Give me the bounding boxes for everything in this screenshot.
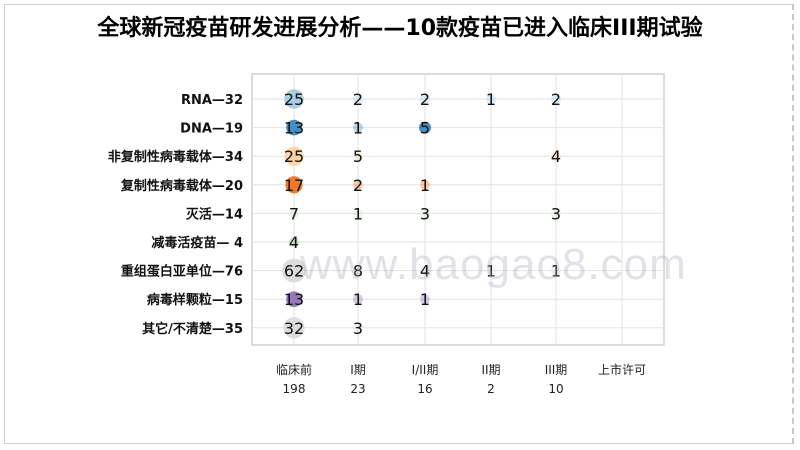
data-label: 3	[420, 204, 430, 223]
data-point	[289, 237, 299, 247]
data-point	[420, 294, 430, 305]
data-point	[486, 265, 496, 276]
page-title: 全球新冠疫苗研发进展分析——10款疫苗已进入临床III期试验	[97, 16, 703, 41]
data-bubble	[418, 121, 432, 134]
y-tick-label: 复制性病毒载体—20	[120, 178, 243, 194]
data-point	[551, 208, 561, 219]
x-tick-label: I期	[350, 363, 366, 377]
data-point	[353, 94, 363, 104]
data-point	[551, 151, 561, 162]
data-point	[420, 94, 430, 104]
data-label: 2	[551, 90, 561, 109]
data-bubble	[284, 146, 304, 166]
data-point	[353, 179, 363, 190]
data-label: 1	[420, 290, 430, 309]
y-tick-label: 非复制性病毒载体—34	[108, 149, 243, 165]
data-point	[353, 294, 363, 305]
data-label: 7	[289, 204, 299, 223]
data-label: 4	[289, 233, 299, 252]
data-bubble	[285, 176, 303, 194]
data-bubble	[286, 291, 302, 308]
data-label: 5	[420, 119, 430, 138]
data-label: 25	[284, 90, 304, 109]
y-tick-label: 其它/不清楚—35	[142, 321, 243, 337]
data-point	[353, 322, 363, 333]
data-label: 2	[353, 176, 363, 195]
data-bubble	[286, 119, 302, 136]
y-tick-label: RNA—32	[181, 93, 243, 108]
data-label: 32	[284, 319, 304, 338]
data-label: 13	[284, 119, 304, 138]
data-label: 1	[353, 290, 363, 309]
slide-frame	[4, 4, 794, 444]
data-point	[353, 122, 363, 133]
data-label: 17	[284, 176, 304, 195]
data-label: 25	[284, 147, 304, 166]
data-label: 62	[284, 262, 304, 281]
data-label: 4	[551, 147, 561, 166]
data-label: 5	[353, 147, 363, 166]
x-tick-label: I/II期	[412, 363, 439, 377]
plot-area	[251, 73, 665, 346]
data-label: 3	[353, 319, 363, 338]
data-label: 3	[551, 204, 561, 223]
data-point	[353, 208, 363, 219]
data-bubble	[282, 258, 306, 283]
x-tick-label: 临床前	[276, 362, 312, 377]
data-point	[353, 265, 363, 276]
y-tick-label: 灭活—14	[185, 206, 243, 222]
data-label: 1	[486, 262, 496, 281]
x-tick-total: 2	[487, 382, 495, 396]
y-tick-label: DNA—19	[180, 122, 243, 137]
x-tick-label: II期	[481, 363, 500, 377]
data-label: 2	[353, 90, 363, 109]
x-tick-total: 198	[283, 382, 306, 396]
data-point	[353, 151, 363, 162]
y-tick-label: 减毒活疫苗— 4	[151, 235, 243, 251]
data-bubble	[284, 89, 304, 109]
data-point	[551, 265, 561, 276]
x-tick-label: III期	[545, 363, 568, 377]
data-bubble	[283, 317, 305, 339]
data-label: 13	[284, 290, 304, 309]
x-tick-total: 23	[350, 382, 365, 396]
x-tick-label: 上市许可	[598, 362, 646, 377]
y-tick-label: 重组蛋白亚单位—76	[121, 264, 243, 280]
data-point	[486, 94, 496, 104]
data-label: 1	[486, 90, 496, 109]
data-label: 1	[551, 262, 561, 281]
x-tick-total: 10	[548, 382, 563, 396]
y-tick-label: 病毒样颗粒—15	[147, 292, 243, 308]
data-label: 2	[420, 90, 430, 109]
data-label: 1	[353, 204, 363, 223]
x-tick-total: 16	[417, 382, 432, 396]
data-point	[420, 265, 430, 276]
data-point	[420, 208, 430, 219]
data-label: 1	[353, 119, 363, 138]
data-point	[551, 94, 561, 104]
data-point	[420, 179, 430, 190]
data-label: 8	[353, 262, 363, 281]
data-label: 4	[420, 262, 430, 281]
data-label: 1	[420, 176, 430, 195]
data-point	[289, 208, 299, 219]
